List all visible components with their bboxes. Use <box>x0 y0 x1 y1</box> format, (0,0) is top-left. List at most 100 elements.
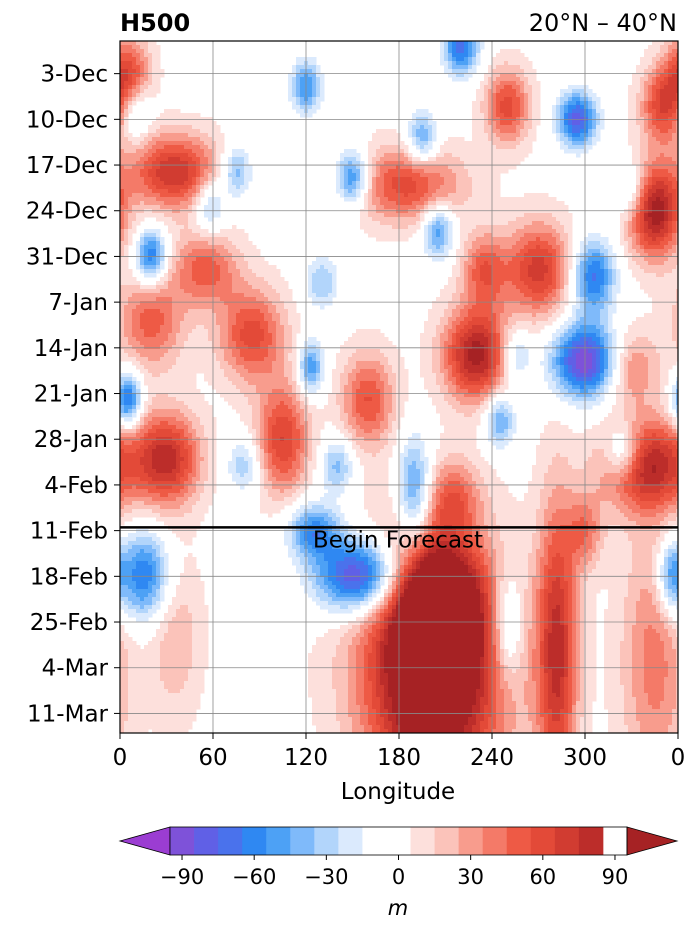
heatmap-cell <box>248 289 253 294</box>
heatmap-cell <box>144 165 149 170</box>
heatmap-cell <box>516 293 521 298</box>
heatmap-cell <box>580 253 585 258</box>
heatmap-cell <box>160 237 165 242</box>
heatmap-cell <box>196 169 201 174</box>
heatmap-cell <box>664 161 669 166</box>
heatmap-cell <box>532 209 537 214</box>
heatmap-cell <box>672 101 677 106</box>
heatmap-cell <box>516 133 521 138</box>
heatmap-cell <box>548 229 553 234</box>
heatmap-cell <box>504 129 509 134</box>
heatmap-cell <box>656 109 661 114</box>
heatmap-cell <box>644 193 649 198</box>
heatmap-cell <box>476 233 481 238</box>
heatmap-cell <box>600 253 605 258</box>
heatmap-cell <box>496 253 501 258</box>
heatmap-cell <box>580 149 585 154</box>
heatmap-cell <box>352 173 357 178</box>
heatmap-cell <box>196 225 201 230</box>
heatmap-cell <box>196 113 201 118</box>
heatmap-cell <box>444 225 449 230</box>
heatmap-cell <box>472 249 477 254</box>
heatmap-cell <box>240 229 245 234</box>
heatmap-cell <box>480 253 485 258</box>
heatmap-cell <box>124 297 129 302</box>
heatmap-cell <box>172 125 177 130</box>
heatmap-cell <box>312 93 317 98</box>
heatmap-cell <box>652 237 657 242</box>
heatmap-cell <box>492 197 497 202</box>
heatmap-cell <box>128 65 133 70</box>
heatmap-cell <box>160 145 165 150</box>
heatmap-cell <box>460 201 465 206</box>
heatmap-cell <box>192 173 197 178</box>
heatmap-cell <box>160 193 165 198</box>
heatmap-cell <box>452 153 457 158</box>
heatmap-cell <box>520 105 525 110</box>
heatmap-cell <box>548 233 553 238</box>
heatmap-cell <box>160 189 165 194</box>
heatmap-cell <box>180 293 185 298</box>
heatmap-cell <box>640 253 645 258</box>
heatmap-cell <box>392 189 397 194</box>
heatmap-cell <box>512 305 517 310</box>
heatmap-cell <box>528 281 533 286</box>
heatmap-cell <box>128 109 133 114</box>
heatmap-cell <box>136 245 141 250</box>
heatmap-cell <box>660 205 665 210</box>
heatmap-cell <box>444 197 449 202</box>
heatmap-cell <box>236 289 241 294</box>
heatmap-cell <box>400 193 405 198</box>
heatmap-cell <box>184 149 189 154</box>
heatmap-cell <box>668 125 673 130</box>
heatmap-cell <box>388 201 393 206</box>
heatmap-cell <box>204 297 209 302</box>
heatmap-cell <box>180 157 185 162</box>
heatmap-cell <box>568 221 573 226</box>
heatmap-cell <box>656 289 661 294</box>
heatmap-cell <box>528 201 533 206</box>
heatmap-cell <box>232 241 237 246</box>
heatmap-cell <box>476 209 481 214</box>
heatmap-cell <box>184 177 189 182</box>
heatmap-cell <box>668 129 673 134</box>
heatmap-cell <box>584 277 589 282</box>
heatmap-cell <box>488 273 493 278</box>
heatmap-cell <box>636 113 641 118</box>
heatmap-cell <box>200 233 205 238</box>
heatmap-cell <box>284 285 289 290</box>
heatmap-cell <box>636 257 641 262</box>
heatmap-cell <box>152 237 157 242</box>
heatmap-cell <box>504 109 509 114</box>
heatmap-cell <box>184 213 189 218</box>
heatmap-cell <box>212 213 217 218</box>
heatmap-cell <box>640 169 645 174</box>
heatmap-cell <box>556 229 561 234</box>
heatmap-cell <box>316 101 321 106</box>
heatmap-cell <box>516 209 521 214</box>
heatmap-cell <box>636 73 641 78</box>
heatmap-cell <box>136 49 141 54</box>
heatmap-cell <box>172 109 177 114</box>
heatmap-cell <box>312 269 317 274</box>
heatmap-cell <box>428 173 433 178</box>
heatmap-cell <box>500 285 505 290</box>
heatmap-cell <box>308 285 313 290</box>
heatmap-cell <box>156 57 161 62</box>
heatmap-cell <box>136 69 141 74</box>
heatmap-cell <box>564 257 569 262</box>
heatmap-cell <box>152 165 157 170</box>
heatmap-cell <box>584 109 589 114</box>
heatmap-cell <box>660 109 665 114</box>
heatmap-cell <box>640 189 645 194</box>
heatmap-cell <box>368 165 373 170</box>
heatmap-cell <box>404 177 409 182</box>
heatmap-cell <box>472 201 477 206</box>
heatmap-cell <box>408 185 413 190</box>
heatmap-cell <box>492 109 497 114</box>
heatmap-cell <box>240 253 245 258</box>
heatmap-cell <box>532 293 537 298</box>
heatmap-cell <box>140 85 145 90</box>
heatmap-cell <box>492 269 497 274</box>
heatmap-cell <box>180 225 185 230</box>
